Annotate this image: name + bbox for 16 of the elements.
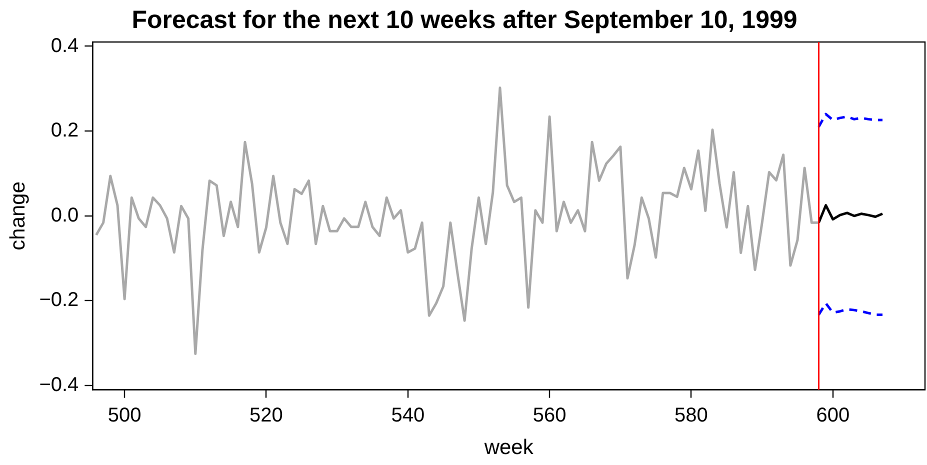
y-axis-title: change — [6, 181, 30, 250]
y-tick-label: 0.0 — [50, 204, 79, 226]
x-tick-label: 560 — [532, 404, 566, 426]
x-tick-label: 500 — [108, 404, 142, 426]
chart-title: Forecast for the next 10 weeks after September 10, 1999 — [132, 6, 798, 34]
y-tick-label: 0.4 — [50, 34, 79, 57]
x-tick-label: 600 — [816, 404, 850, 426]
y-tick-label: −0.4 — [39, 374, 79, 396]
x-tick-label: 540 — [391, 404, 425, 426]
line-series — [817, 112, 884, 128]
x-tick-label: 580 — [674, 404, 708, 426]
y-tick-label: 0.2 — [50, 120, 79, 142]
line-series — [817, 302, 884, 316]
y-tick-label: −0.2 — [39, 289, 79, 312]
x-axis-title: week — [483, 436, 534, 460]
x-tick-label: 520 — [250, 404, 283, 426]
